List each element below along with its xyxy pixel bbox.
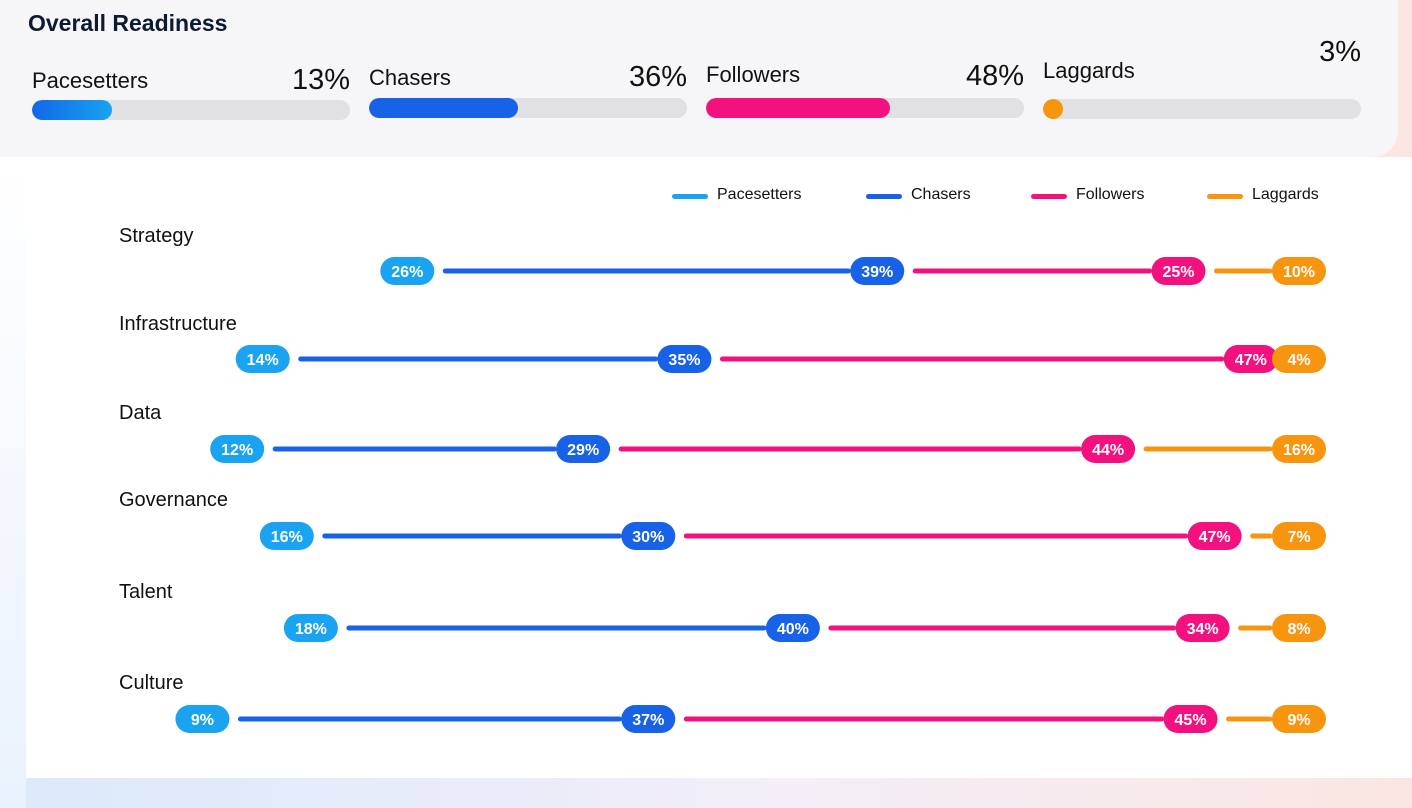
- legend-swatch: [1207, 194, 1243, 199]
- progress-track: [369, 98, 687, 118]
- overall-value: 3%: [1319, 36, 1361, 68]
- value-label-pacesetters: 12%: [221, 442, 253, 459]
- overall-value: 48%: [965, 60, 1024, 92]
- value-label-chasers: 35%: [668, 352, 700, 369]
- row-label-governance: Governance: [119, 489, 228, 511]
- overall-followers: Followers 48%: [706, 58, 1024, 118]
- legend-label: Chasers: [911, 186, 971, 203]
- progress-track: [706, 98, 1024, 118]
- legend-swatch: [672, 194, 708, 199]
- overall-pacesetters: Pacesetters 13%: [32, 62, 350, 122]
- value-pill-pacesetters: [380, 257, 435, 285]
- progress-track: [32, 100, 350, 120]
- value-pill-chasers: [621, 705, 676, 733]
- value-pill-laggards: [1272, 705, 1326, 733]
- value-pill-followers: [1175, 614, 1230, 642]
- row-label-data: Data: [119, 402, 162, 424]
- value-label-pacesetters: 26%: [391, 264, 423, 281]
- overall-readiness-panel: Overall Readiness Pacesetters 13% Chaser…: [0, 0, 1398, 157]
- progress-fill: [706, 98, 891, 118]
- page-title: Overall Readiness: [28, 10, 228, 36]
- overall-label: Pacesetters: [32, 68, 149, 93]
- value-pill-pacesetters: [175, 705, 230, 733]
- value-label-followers: 45%: [1175, 712, 1207, 729]
- row-label-strategy: Strategy: [119, 225, 194, 247]
- value-pill-laggards: [1272, 435, 1326, 463]
- overall-label: Followers: [706, 62, 801, 87]
- legend-swatch: [1031, 194, 1067, 199]
- value-pill-pacesetters: [259, 522, 314, 550]
- value-label-followers: 44%: [1092, 442, 1124, 459]
- progress-track: [1043, 99, 1361, 119]
- value-label-pacesetters: 16%: [271, 529, 303, 546]
- value-label-chasers: 40%: [777, 621, 809, 638]
- value-pill-chasers: [621, 522, 676, 550]
- value-pill-followers: [1081, 435, 1136, 463]
- row-label-talent: Talent: [119, 581, 173, 603]
- overall-laggards: Laggards 3%: [1043, 34, 1361, 120]
- row-label-culture: Culture: [119, 672, 184, 694]
- value-label-laggards: 9%: [1287, 712, 1310, 729]
- overall-value: 36%: [628, 61, 687, 93]
- value-pill-followers: [1187, 522, 1242, 550]
- value-pill-chasers: [850, 257, 905, 285]
- progress-fill: [32, 100, 112, 120]
- overall-chasers: Chasers 36%: [369, 60, 687, 120]
- value-pill-followers: [1151, 257, 1206, 285]
- value-label-laggards: 16%: [1283, 442, 1315, 459]
- overall-label: Laggards: [1043, 58, 1135, 83]
- value-pill-chasers: [556, 435, 611, 463]
- legend-swatch: [866, 194, 902, 199]
- value-pill-pacesetters: [235, 345, 290, 373]
- value-label-followers: 47%: [1235, 352, 1267, 369]
- value-pill-chasers: [657, 345, 712, 373]
- value-label-laggards: 4%: [1287, 352, 1310, 369]
- legend-label: Laggards: [1252, 186, 1319, 203]
- progress-fill: [1043, 99, 1063, 119]
- value-pill-laggards: [1272, 614, 1326, 642]
- value-label-laggards: 7%: [1287, 529, 1310, 546]
- background-fade: [0, 157, 26, 808]
- legend-label: Pacesetters: [717, 186, 802, 203]
- value-pill-laggards: [1272, 257, 1326, 285]
- value-label-pacesetters: 14%: [247, 352, 279, 369]
- value-pill-pacesetters: [283, 614, 338, 642]
- value-label-chasers: 39%: [861, 264, 893, 281]
- value-label-laggards: 8%: [1287, 621, 1310, 638]
- value-label-chasers: 29%: [567, 442, 599, 459]
- value-label-chasers: 37%: [632, 712, 664, 729]
- value-pill-followers: [1163, 705, 1218, 733]
- overall-label: Chasers: [369, 65, 451, 90]
- value-label-laggards: 10%: [1283, 264, 1315, 281]
- value-pill-pacesetters: [210, 435, 265, 463]
- overall-value: 13%: [291, 64, 350, 96]
- value-label-pacesetters: 18%: [295, 621, 327, 638]
- value-label-followers: 25%: [1162, 264, 1194, 281]
- value-label-followers: 34%: [1187, 621, 1219, 638]
- value-pill-laggards: [1272, 345, 1326, 373]
- value-label-followers: 47%: [1199, 529, 1231, 546]
- value-label-chasers: 30%: [632, 529, 664, 546]
- value-pill-followers: [1223, 345, 1278, 373]
- value-pill-laggards: [1272, 522, 1326, 550]
- row-label-infrastructure: Infrastructure: [119, 313, 237, 335]
- legend-label: Followers: [1076, 186, 1145, 203]
- value-pill-chasers: [765, 614, 820, 642]
- value-label-pacesetters: 9%: [191, 712, 214, 729]
- progress-fill: [369, 98, 519, 118]
